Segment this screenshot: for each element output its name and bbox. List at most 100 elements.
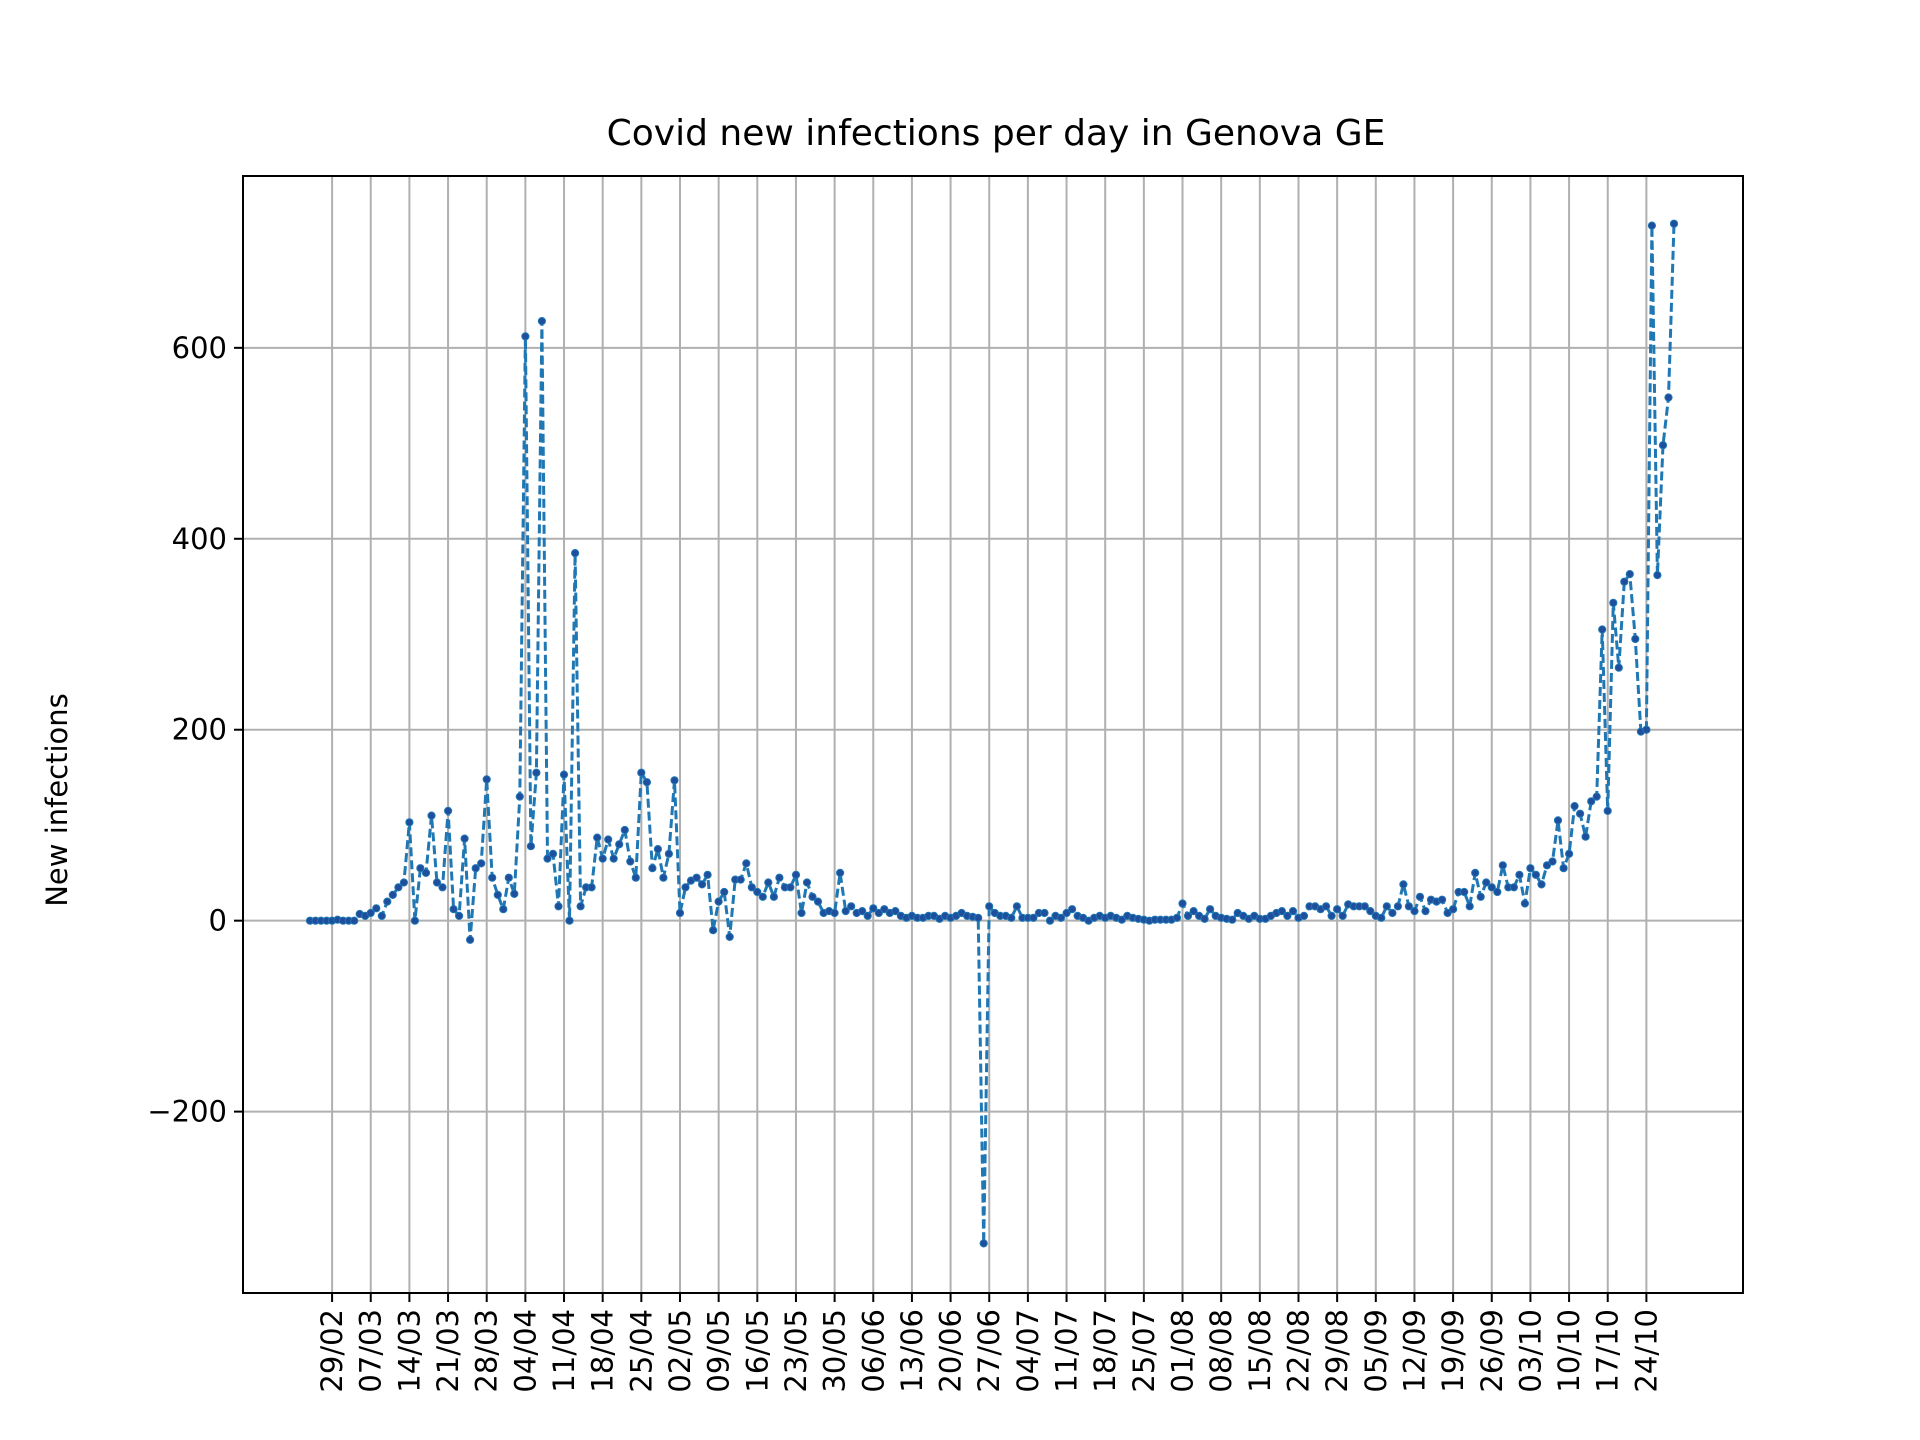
data-point <box>548 849 558 858</box>
data-point <box>1449 905 1458 914</box>
data-point <box>974 913 983 922</box>
data-point <box>659 873 668 882</box>
data-point <box>1581 832 1590 841</box>
data-point <box>1565 849 1574 858</box>
data-point <box>416 864 425 873</box>
data-point <box>769 892 779 901</box>
data-point <box>350 916 359 925</box>
grid <box>243 176 1743 1293</box>
x-tick-label: 24/10 <box>1629 1309 1663 1393</box>
data-point <box>399 878 408 887</box>
x-tick-label: 29/02 <box>315 1309 349 1393</box>
data-point <box>1200 914 1209 923</box>
data-point <box>565 916 574 925</box>
data-point <box>1576 809 1585 818</box>
x-tick-label: 08/08 <box>1204 1309 1238 1393</box>
series-markers <box>305 219 1679 1248</box>
data-point <box>642 778 652 787</box>
data-point <box>1399 880 1408 889</box>
x-tick-label: 20/06 <box>934 1309 968 1393</box>
data-point <box>1443 908 1452 918</box>
data-point <box>786 883 795 892</box>
y-axis-ticks: −200 0 200 400 600 <box>147 331 243 1129</box>
data-point <box>985 902 994 911</box>
data-point <box>1415 892 1425 901</box>
data-point <box>377 911 386 921</box>
data-point <box>1327 911 1336 921</box>
x-tick-label: 21/03 <box>431 1309 465 1393</box>
data-point <box>1460 887 1469 897</box>
data-point <box>1603 806 1612 816</box>
data-point <box>1338 911 1347 921</box>
y-tick-label: 200 <box>172 713 227 747</box>
x-tick-label: 01/08 <box>1166 1309 1200 1393</box>
data-point <box>841 907 850 916</box>
data-point <box>725 932 734 942</box>
data-point <box>858 907 867 916</box>
data-point <box>1609 598 1618 607</box>
data-point <box>1288 907 1298 916</box>
plot-area-frame <box>242 175 1744 1294</box>
data-point <box>1498 861 1507 870</box>
data-point <box>372 904 381 913</box>
x-tick-label: 19/09 <box>1436 1309 1470 1393</box>
data-point <box>493 890 502 900</box>
x-tick-label: 22/08 <box>1281 1309 1315 1393</box>
data-point <box>830 908 839 918</box>
data-point <box>1438 895 1447 904</box>
data-point <box>604 835 613 844</box>
data-point <box>869 904 878 913</box>
data-point <box>698 880 707 889</box>
x-tick-label: 04/07 <box>1011 1309 1045 1393</box>
data-point <box>576 902 585 911</box>
data-point <box>1206 905 1215 914</box>
series-line-group <box>310 223 1676 1245</box>
data-point <box>455 911 464 921</box>
data-point <box>571 549 580 558</box>
y-tick-label: 600 <box>172 331 227 365</box>
data-point <box>1598 625 1607 634</box>
data-point <box>1531 870 1541 879</box>
data-point <box>1277 907 1287 916</box>
data-point <box>863 911 872 921</box>
data-point <box>1553 816 1563 825</box>
data-point <box>880 905 889 914</box>
data-point <box>1183 911 1193 921</box>
data-point <box>631 873 640 882</box>
data-point <box>449 905 458 914</box>
data-point <box>1299 911 1309 921</box>
data-point <box>1542 861 1552 870</box>
x-tick-label: 05/09 <box>1359 1309 1393 1393</box>
data-point <box>797 908 806 918</box>
data-point <box>692 873 701 882</box>
data-point <box>499 905 508 914</box>
data-point <box>609 854 618 863</box>
data-point <box>554 902 563 911</box>
data-point <box>559 770 569 779</box>
x-tick-label: 16/05 <box>740 1309 774 1393</box>
data-point <box>366 908 375 918</box>
data-point <box>394 883 403 892</box>
data-point <box>438 883 447 892</box>
data-point <box>620 825 629 835</box>
x-axis-ticks: 29/02 07/03 14/03 21/03 28/03 04/04 11/04 18/04… <box>315 1293 1663 1393</box>
data-point <box>874 908 883 918</box>
data-point <box>836 868 845 878</box>
data-point <box>615 840 624 849</box>
data-point <box>1068 905 1077 914</box>
x-tick-label: 25/07 <box>1127 1309 1161 1393</box>
x-tick-label: 27/06 <box>972 1309 1006 1393</box>
data-point <box>813 897 823 906</box>
x-tick-label: 18/07 <box>1088 1309 1122 1393</box>
data-point <box>526 842 536 851</box>
data-point <box>714 897 723 906</box>
y-tick-label: −200 <box>147 1095 227 1129</box>
data-point <box>1377 913 1386 922</box>
x-tick-label: 11/04 <box>547 1309 581 1393</box>
data-point <box>736 875 745 884</box>
x-tick-label: 28/03 <box>470 1309 504 1393</box>
data-point <box>1189 907 1198 916</box>
data-point <box>1620 577 1629 586</box>
data-point <box>1178 899 1187 908</box>
